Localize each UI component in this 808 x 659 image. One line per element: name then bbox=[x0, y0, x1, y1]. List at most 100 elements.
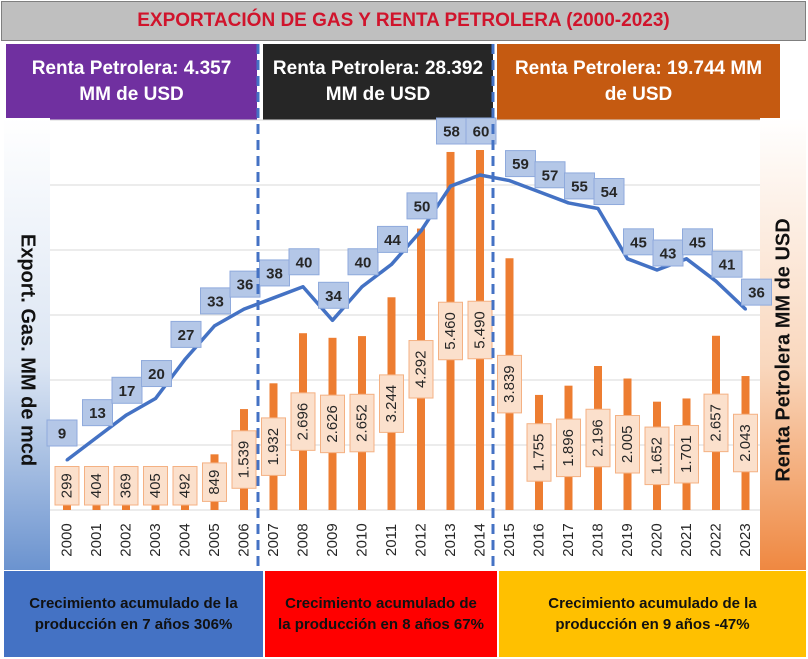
growth-note-text: Crecimiento acumulado de la producción e… bbox=[29, 595, 238, 633]
point-label-text: 13 bbox=[89, 405, 106, 422]
point-label-text: 58 bbox=[443, 124, 460, 141]
bar-label-text: 1.701 bbox=[678, 435, 695, 473]
point-label-box bbox=[406, 192, 438, 220]
point-label-text: 55 bbox=[571, 178, 588, 195]
line-point-2000 bbox=[65, 458, 69, 462]
point-label-box bbox=[347, 248, 379, 276]
point-label-text: 57 bbox=[542, 167, 559, 184]
bar-label-2007: 1.932 bbox=[261, 417, 286, 476]
bar-label-text: 2.657 bbox=[708, 404, 725, 442]
bar-label-2010: 2.652 bbox=[349, 393, 375, 453]
bar-label-box bbox=[467, 300, 493, 360]
point-label-2016: 57 bbox=[534, 161, 566, 189]
point-label-text: 17 bbox=[119, 383, 136, 400]
line-point-2001 bbox=[95, 436, 98, 440]
line-point-2007 bbox=[272, 296, 275, 300]
line-point-2017 bbox=[567, 201, 570, 205]
point-label-text: 20 bbox=[148, 366, 165, 383]
point-label-text: 38 bbox=[266, 265, 283, 282]
bar-label-2009: 2.626 bbox=[320, 394, 345, 454]
point-label-box bbox=[436, 117, 467, 145]
x-tick-2010: 2010 bbox=[354, 523, 371, 556]
line-point-2015 bbox=[508, 179, 511, 183]
bar-label-box bbox=[349, 393, 375, 453]
bar-label-2022: 2.657 bbox=[703, 393, 729, 453]
bar-label-text: 2.696 bbox=[295, 403, 312, 441]
bar-label-2005: 849 bbox=[202, 462, 227, 502]
point-label-2010: 40 bbox=[347, 248, 379, 276]
growth-note-2015-2023: Crecimiento acumulado de la producción e… bbox=[499, 571, 806, 657]
point-label-box bbox=[259, 259, 290, 287]
point-label-2015: 59 bbox=[505, 150, 536, 178]
bar-label-box bbox=[674, 424, 699, 484]
bar-label-text: 1.539 bbox=[236, 441, 253, 479]
point-label-2007: 38 bbox=[259, 259, 290, 287]
x-tick-2003: 2003 bbox=[147, 523, 164, 556]
bar-label-2011: 3.244 bbox=[379, 374, 404, 433]
bar-label-text: 1.896 bbox=[560, 429, 577, 467]
point-label-box bbox=[711, 250, 743, 278]
point-label-text: 40 bbox=[296, 254, 313, 271]
line-point-2020 bbox=[655, 268, 659, 272]
point-label-text: 43 bbox=[660, 246, 677, 263]
rent-panel-2015-2023: Renta Petrolera: 19.744 MM de USD bbox=[497, 44, 780, 120]
point-label-text: 27 bbox=[178, 327, 195, 344]
bar-label-text: 3.839 bbox=[501, 365, 518, 403]
line-point-2004 bbox=[183, 357, 187, 361]
bar-label-text: 2.005 bbox=[619, 425, 636, 463]
x-tick-2016: 2016 bbox=[531, 523, 548, 556]
point-label-2006: 36 bbox=[229, 270, 261, 298]
line-point-2009 bbox=[331, 318, 334, 322]
bar-label-box bbox=[54, 466, 80, 506]
point-label-box bbox=[288, 248, 320, 276]
x-tick-2020: 2020 bbox=[649, 523, 666, 556]
line-point-2010 bbox=[360, 285, 364, 289]
bar-label-box bbox=[585, 408, 611, 468]
bar-label-2008: 2.696 bbox=[290, 392, 316, 451]
x-tick-2022: 2022 bbox=[708, 523, 725, 556]
line-point-2013 bbox=[449, 184, 452, 188]
bar-label-2001: 404 bbox=[84, 466, 109, 506]
bar-label-text: 849 bbox=[206, 470, 223, 495]
point-label-2001: 13 bbox=[82, 399, 113, 427]
x-tick-2012: 2012 bbox=[413, 523, 430, 556]
bar-label-2012: 4.292 bbox=[408, 340, 434, 399]
point-label-box bbox=[200, 287, 231, 315]
gas-export-line bbox=[65, 173, 747, 462]
x-tick-2001: 2001 bbox=[88, 523, 105, 556]
point-label-box bbox=[229, 270, 261, 298]
point-label-text: 45 bbox=[630, 234, 647, 251]
bar-label-2016: 1.755 bbox=[526, 423, 552, 482]
bar-label-2006: 1.539 bbox=[231, 430, 257, 489]
bar-label-text: 404 bbox=[88, 473, 105, 498]
bar-label-2023: 2.043 bbox=[733, 413, 758, 473]
point-label-text: 59 bbox=[512, 156, 529, 173]
x-tick-2004: 2004 bbox=[177, 523, 194, 556]
line-point-2002 bbox=[124, 413, 128, 417]
x-tick-2002: 2002 bbox=[118, 523, 135, 556]
growth-note-2007-2014: Crecimiento acumulado de la producción e… bbox=[265, 571, 497, 657]
line-point-2006 bbox=[242, 307, 246, 311]
growth-note-2000-2006: Crecimiento acumulado de la producción e… bbox=[4, 571, 263, 657]
point-label-text: 44 bbox=[384, 232, 401, 249]
bar-label-2015: 3.839 bbox=[497, 354, 522, 414]
bar-label-text: 4.292 bbox=[413, 351, 430, 389]
x-tick-2006: 2006 bbox=[236, 523, 253, 556]
bar-label-box bbox=[644, 426, 670, 486]
bar-label-box bbox=[615, 415, 640, 474]
x-tick-2013: 2013 bbox=[442, 523, 459, 556]
point-label-2019: 45 bbox=[623, 228, 654, 256]
point-label-box bbox=[564, 172, 595, 200]
x-tick-2019: 2019 bbox=[619, 523, 636, 556]
line-point-2005 bbox=[213, 324, 216, 328]
point-label-box bbox=[170, 320, 202, 348]
point-label-text: 34 bbox=[325, 288, 342, 305]
bar-label-2002: 369 bbox=[113, 466, 139, 506]
bar-label-text: 2.043 bbox=[737, 424, 754, 462]
bar-label-box bbox=[172, 466, 198, 506]
point-label-2012: 50 bbox=[406, 192, 438, 220]
point-label-2023: 36 bbox=[741, 278, 772, 306]
bar-label-text: 5.490 bbox=[472, 311, 489, 349]
bar-label-box bbox=[261, 417, 286, 476]
line-point-2018 bbox=[596, 207, 600, 211]
